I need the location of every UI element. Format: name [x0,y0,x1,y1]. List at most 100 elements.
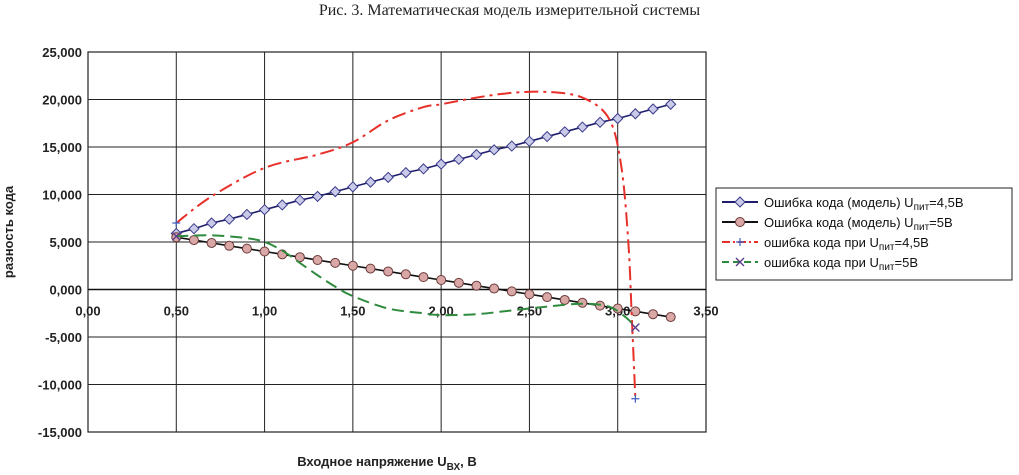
series-3-point [172,219,181,227]
legend-box [715,187,1013,281]
x-tick-label: 3,50 [693,304,718,319]
legend-label: ошибка кода при Uпит=5В [764,255,918,273]
legend-label: Ошибка кода (модель) Uпит=5В [764,215,953,233]
series-group [170,90,677,403]
x-tick-label: 1,00 [252,304,277,319]
series-2-point [206,237,217,248]
legend-marker [736,238,744,246]
legend-marker [735,257,745,267]
series-2-point [330,257,341,268]
series-3-point [631,394,640,403]
series-1-point [241,208,253,221]
legend-marker [735,217,745,227]
series-1-point [453,153,465,166]
x-tick-labels: 0,000,501,001,502,002,503,003,50 [75,304,718,319]
series-3-line [175,90,637,399]
legend-label: ошибка кода при Uпит=4,5В [764,235,929,253]
y-tick-label: -10,000 [38,378,82,393]
series-1-point [223,213,235,225]
series-2-point [224,240,235,251]
series-3 [172,90,640,403]
series-1-point [629,108,642,120]
series-1-point [523,135,536,148]
series-1-point [364,176,377,188]
series-2-point [294,252,305,263]
series-1 [170,98,677,240]
series-2-point [471,280,482,291]
series-1-point [435,158,447,170]
series-1-point [329,185,341,198]
series-4-point [171,231,181,241]
x-axis-label-main: Входное напряжение U [297,454,446,469]
series-2-point [365,263,376,274]
y-tick-label: 10,000 [42,188,82,203]
legend-entry: Ошибка кода (модель) Uпит=4,5В [722,195,964,213]
series-1-point [311,190,324,203]
series-1-point [612,112,624,125]
y-axis-label: разность кода [1,185,16,278]
legend-label: Ошибка кода (модель) Uпит=4,5В [764,195,964,213]
series-2-point [383,266,394,277]
legend-entry: ошибка кода при Uпит=5В [722,255,918,273]
series-2-point [648,309,659,320]
series-2-point [453,277,464,288]
series-1-point [594,116,606,129]
legend-marker [734,196,746,208]
series-4-line [176,234,637,329]
series-2-point [559,294,570,305]
series-1-point [258,203,271,216]
x-tick-label: 0,00 [75,304,100,319]
series-2-point [241,243,252,254]
series-2-point [665,312,676,323]
series-2-point [259,246,270,257]
y-tick-label: 15,000 [42,140,82,155]
series-1-point [647,103,659,115]
x-axis-label: Входное напряжение UВХ, В [297,454,477,473]
x-axis-label-tail: , В [460,454,477,469]
series-1-point [470,148,483,161]
series-2-point [506,286,517,297]
series-1-point [276,199,288,211]
series-2-point [524,289,535,300]
x-tick-label: 0,50 [164,304,189,319]
series-2-point [436,275,447,285]
legend-entry: Ошибка кода (модель) Uпит=5В [722,215,953,233]
series-1-point [347,181,359,193]
y-tick-labels: -15,000 -10,000 -5,000 0,000 5,000 10,000 15,0… [38,45,82,440]
series-2-point [400,269,411,280]
x-tick-label: 1,50 [340,304,365,319]
x-axis-label-sub: ВХ [447,462,461,473]
series-2 [171,232,676,323]
y-tick-label: 25,000 [42,45,82,60]
series-1-point [400,166,412,179]
legend-entry: ошибка кода при Uпит=4,5В [722,235,929,253]
series-1-point [488,144,500,156]
x-tick-label: 2,00 [428,304,453,319]
series-2-point [489,283,500,294]
series-1-point [541,130,553,143]
x-tick-label: 2,50 [517,304,542,319]
series-1-point [417,163,430,175]
series-1-point [188,222,200,235]
y-tick-label: -15,000 [38,425,82,440]
series-1-point [382,171,394,184]
series-4 [171,231,640,332]
y-tick-label: 0,000 [49,283,82,298]
y-tick-label: 20,000 [42,93,82,108]
series-2-point [347,260,358,271]
series-4-point [630,323,640,332]
grid-lines [87,51,707,433]
series-2-point [188,235,199,246]
y-tick-label: -5,000 [45,330,82,345]
series-1-point [506,140,518,152]
series-2-point [418,272,429,283]
series-1-point [294,194,306,206]
series-1-point [576,121,589,133]
figure-caption: Рис. 3. Математическая модель измеритель… [318,2,701,19]
series-2-point [630,306,641,317]
series-1-point [559,126,571,138]
legend: Ошибка кода (модель) Uпит=4,5В Ошибка код… [715,187,1013,281]
series-1-point [664,98,677,110]
series-1-point [205,217,218,229]
